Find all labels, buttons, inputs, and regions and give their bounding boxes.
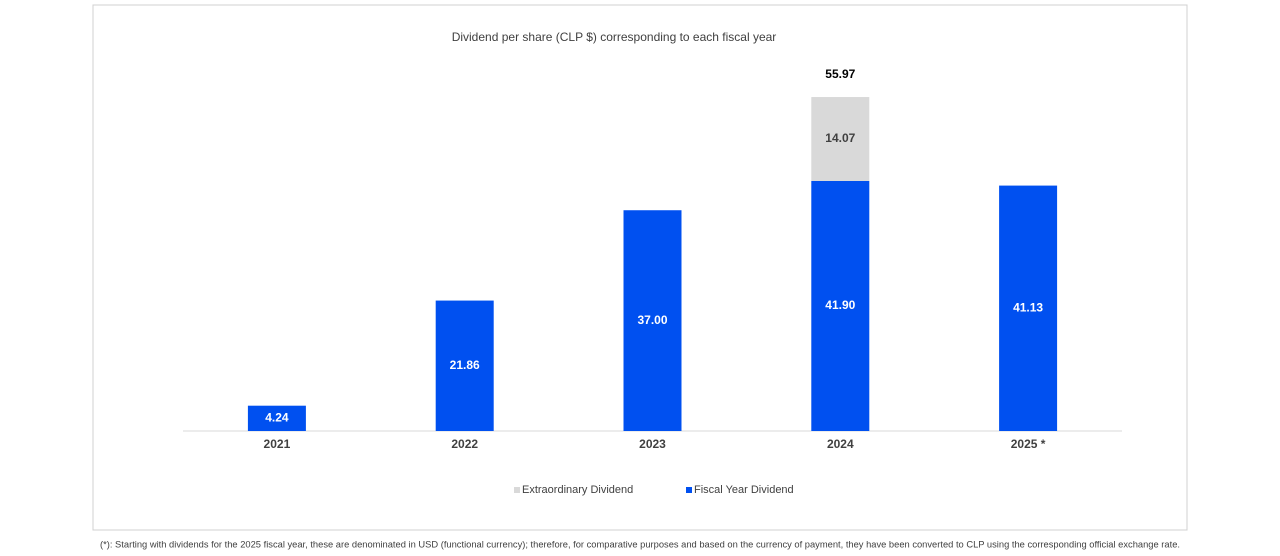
- legend-label: Extraordinary Dividend: [522, 484, 633, 496]
- legend-label: Fiscal Year Dividend: [694, 484, 794, 496]
- x-tick-label: 2025 *: [1011, 437, 1046, 451]
- bar-segment: [247, 405, 306, 431]
- legend-swatch: [514, 487, 520, 493]
- x-tick-label: 2023: [639, 437, 666, 451]
- footnote: (*): Starting with dividends for the 202…: [100, 539, 1180, 549]
- bar-segment: [811, 180, 870, 431]
- chart-title: Dividend per share (CLP $) corresponding…: [452, 30, 777, 44]
- x-tick-label: 2022: [451, 437, 478, 451]
- value-label: 21.86: [450, 358, 480, 372]
- total-label: 55.97: [825, 67, 855, 81]
- bar-segment: [623, 210, 682, 431]
- bar-segment: [435, 300, 494, 431]
- legend-swatch: [686, 487, 692, 493]
- value-label: 4.24: [265, 411, 289, 425]
- bar-segment: [811, 97, 870, 181]
- bar-segment: [999, 185, 1058, 431]
- value-label: 14.07: [825, 131, 855, 145]
- value-label: 41.13: [1013, 300, 1043, 314]
- value-label: 41.90: [825, 298, 855, 312]
- x-tick-label: 2021: [264, 437, 291, 451]
- value-label: 37.00: [637, 313, 667, 327]
- x-tick-label: 2024: [827, 437, 854, 451]
